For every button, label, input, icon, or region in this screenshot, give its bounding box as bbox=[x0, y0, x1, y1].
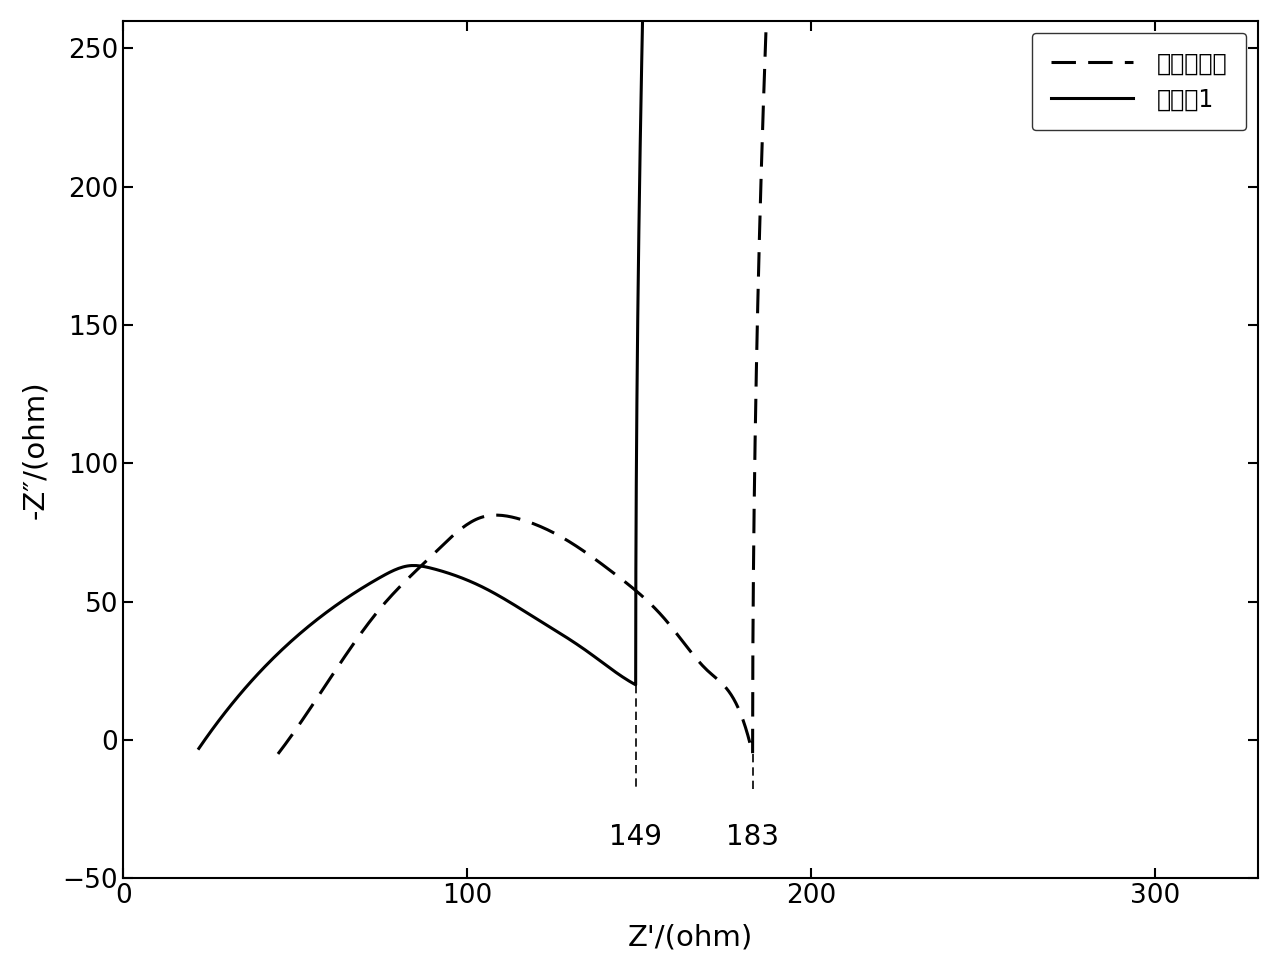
纯离子液体 bbox=[270, 748, 285, 760]
纯离子液体 bbox=[716, 679, 732, 691]
实施例1 bbox=[540, 620, 555, 632]
Legend: 纯离子液体, 实施例1: 纯离子液体, 实施例1 bbox=[1032, 33, 1246, 130]
纯离子液体 bbox=[755, 141, 770, 153]
Text: 149: 149 bbox=[609, 823, 663, 851]
X-axis label: Z'/(ohm): Z'/(ohm) bbox=[628, 923, 753, 952]
实施例1 bbox=[404, 560, 420, 572]
实施例1 bbox=[633, 128, 648, 140]
实施例1 bbox=[191, 743, 206, 754]
实施例1 bbox=[634, 15, 650, 26]
Line: 实施例1: 实施例1 bbox=[198, 20, 642, 748]
纯离子液体 bbox=[650, 605, 665, 616]
纯离子液体 bbox=[749, 306, 765, 318]
纯离子液体 bbox=[501, 510, 517, 522]
实施例1 bbox=[207, 721, 223, 733]
纯离子液体 bbox=[286, 725, 302, 737]
Y-axis label: -Z″/(ohm): -Z″/(ohm) bbox=[20, 380, 49, 519]
Line: 纯离子液体: 纯离子液体 bbox=[278, 20, 766, 754]
Text: 183: 183 bbox=[726, 823, 779, 851]
实施例1 bbox=[601, 662, 616, 674]
实施例1 bbox=[631, 279, 646, 291]
纯离子液体 bbox=[758, 15, 774, 26]
